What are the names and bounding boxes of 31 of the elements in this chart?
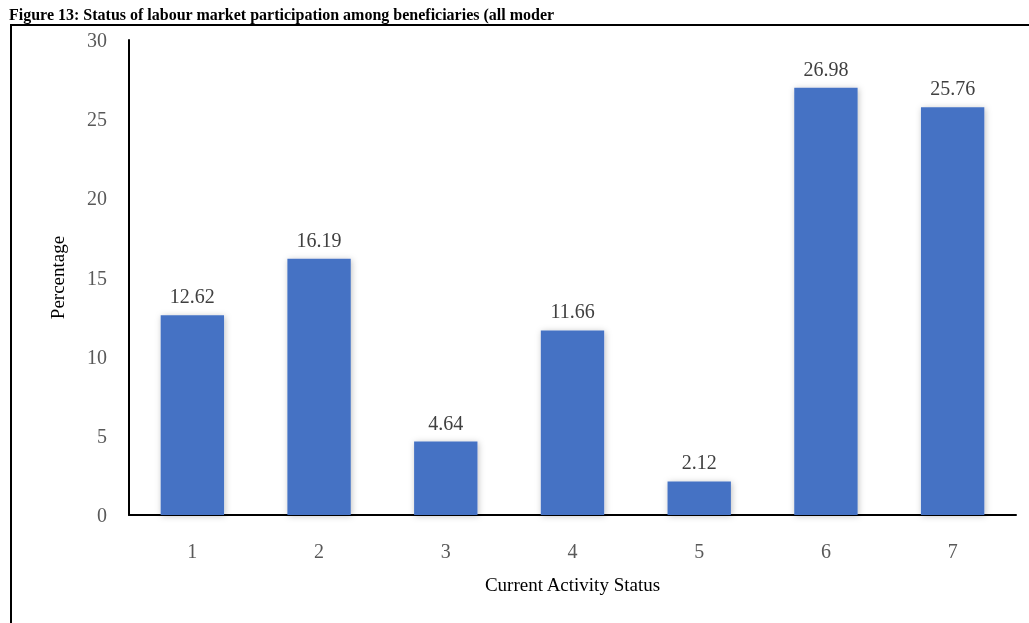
x-tick-label: 1 bbox=[187, 540, 198, 562]
x-tick-label: 5 bbox=[694, 540, 705, 562]
y-tick-label: 15 bbox=[87, 266, 107, 289]
data-label: 11.66 bbox=[550, 300, 595, 323]
bar bbox=[414, 441, 478, 515]
bar bbox=[540, 330, 605, 515]
data-label: 25.76 bbox=[930, 77, 976, 100]
x-tick-label: 7 bbox=[947, 540, 958, 562]
x-tick-label: 2 bbox=[314, 540, 325, 562]
bar bbox=[794, 87, 858, 515]
y-tick-label: 20 bbox=[87, 187, 107, 210]
y-tick-label: 5 bbox=[97, 424, 107, 447]
data-label: 2.12 bbox=[681, 451, 717, 474]
y-tick-label: 0 bbox=[97, 504, 107, 526]
y-axis-title: Percentage bbox=[47, 235, 68, 320]
x-axis-title: Current Activity Status bbox=[484, 574, 661, 595]
y-tick-label: 25 bbox=[87, 108, 107, 131]
bar bbox=[287, 258, 351, 515]
bar bbox=[667, 481, 731, 515]
data-label: 26.98 bbox=[803, 57, 849, 80]
bar bbox=[920, 107, 985, 515]
x-tick-label: 3 bbox=[440, 540, 451, 562]
data-label: 12.62 bbox=[169, 285, 215, 308]
data-label: 4.64 bbox=[428, 411, 464, 434]
x-tick-label: 6 bbox=[820, 540, 831, 562]
data-label: 16.19 bbox=[296, 228, 342, 251]
x-tick-label: 4 bbox=[567, 540, 578, 562]
chart-title: Figure 13: Status of labour market participation among beneficiaries (all moder bbox=[9, 5, 555, 24]
y-tick-label: 10 bbox=[87, 345, 107, 368]
bar bbox=[160, 315, 225, 515]
y-tick-label: 30 bbox=[87, 29, 107, 51]
